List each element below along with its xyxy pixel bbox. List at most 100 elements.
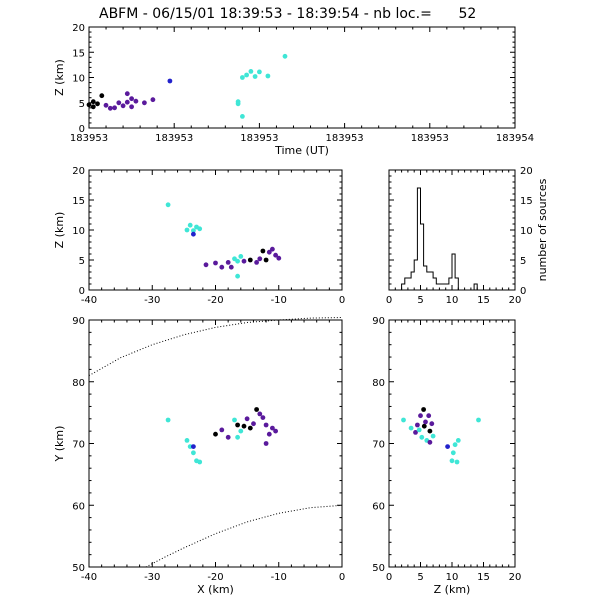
source-point <box>133 98 139 104</box>
panels-layer: 183953 183953 183953 183953 183953 183954 0 5 10… <box>53 23 549 596</box>
source-point <box>238 254 244 259</box>
source-point <box>112 105 117 111</box>
x-tick-label: 20 <box>509 572 522 583</box>
source-point <box>449 458 455 464</box>
source-point <box>260 415 266 420</box>
y-tick-label: 5 <box>79 99 85 110</box>
x-tick-label: 0 <box>339 295 345 306</box>
source-point <box>248 69 254 74</box>
x-tick-label: 15 <box>477 295 490 306</box>
source-point <box>184 438 190 443</box>
y-tick-label: 20 <box>520 166 533 177</box>
y-tick-label: 50 <box>372 563 385 574</box>
y-axis-label: Z (km) <box>53 212 66 249</box>
source-point <box>445 444 450 449</box>
source-point <box>419 434 425 440</box>
source-point <box>254 260 259 265</box>
y-tick-label: 60 <box>372 501 385 512</box>
lower-range-ring <box>145 504 343 568</box>
x-tick-label: 10 <box>446 295 459 306</box>
source-point <box>241 258 247 264</box>
y-tick-label: 90 <box>372 316 385 327</box>
source-point <box>90 104 96 110</box>
y-tick-label: 80 <box>372 378 385 389</box>
source-point <box>430 433 436 439</box>
y-tick-label: 50 <box>72 563 85 574</box>
source-point <box>191 228 196 234</box>
source-point <box>266 249 272 255</box>
x-tick-label: 183953 <box>155 133 193 144</box>
x-tick-label: -40 <box>81 572 97 583</box>
source-point <box>225 434 231 440</box>
source-point <box>124 99 130 105</box>
y-tick-label: 5 <box>520 256 526 267</box>
x-tick-label: 10 <box>446 572 459 583</box>
y-tick-label: 10 <box>72 226 85 237</box>
y-tick-label: 10 <box>72 74 85 85</box>
source-point <box>401 417 406 423</box>
source-point <box>197 226 203 232</box>
source-point <box>270 246 275 252</box>
x-tick-label: 5 <box>417 572 423 583</box>
panel-xy-plan: -40 -30 -20 -10 0 50 60 70 80 90 X (km) Y (km) <box>53 316 345 596</box>
source-point <box>429 421 435 427</box>
source-point <box>263 441 269 446</box>
y-tick-label: 90 <box>72 316 85 327</box>
x-tick-label: 183953 <box>411 133 449 144</box>
source-point <box>116 100 122 106</box>
source-point <box>450 450 456 456</box>
panel-xz-projection: -40 -30 -20 -10 0 0 5 10 15 20 Z (km) <box>53 166 345 306</box>
source-point <box>219 264 225 270</box>
panel-time-height: 183953 183953 183953 183953 183953 183954 0 5 10… <box>53 23 534 157</box>
source-point <box>165 202 171 208</box>
axes-frame <box>88 26 516 129</box>
source-point <box>476 417 481 423</box>
source-point <box>165 417 171 423</box>
source-point <box>427 439 433 445</box>
y-tick-label: 20 <box>72 166 85 177</box>
source-point <box>103 102 109 108</box>
source-point <box>219 427 225 433</box>
upper-range-ring <box>88 317 343 377</box>
source-point <box>263 257 269 263</box>
source-point <box>413 430 418 435</box>
y-tick-label: 80 <box>72 378 85 389</box>
source-point <box>120 103 126 109</box>
x-tick-label: 183954 <box>496 133 534 144</box>
source-point <box>228 264 234 270</box>
source-point <box>197 459 203 465</box>
source-point <box>124 91 130 97</box>
source-point <box>184 227 190 233</box>
x-tick-label: -10 <box>271 295 287 306</box>
y-tick-label: 70 <box>372 440 385 451</box>
source-point <box>263 422 269 428</box>
source-point <box>273 252 278 258</box>
figure-title: ABFM - 06/15/01 18:39:53 - 18:39:54 - nb… <box>99 6 476 22</box>
source-point <box>273 428 278 434</box>
source-point <box>150 97 156 103</box>
source-point <box>244 416 250 422</box>
source-point <box>235 101 241 107</box>
y-tick-label: 20 <box>72 23 85 34</box>
axes-frame <box>388 319 516 568</box>
x-tick-label: -30 <box>144 572 160 583</box>
source-point <box>86 102 92 108</box>
source-point <box>265 73 271 79</box>
y-tick-label: 60 <box>72 501 85 512</box>
source-point <box>252 74 258 79</box>
axes-frame <box>88 169 343 291</box>
source-point <box>416 427 422 433</box>
source-point <box>232 417 237 423</box>
y-tick-label: 15 <box>72 48 85 59</box>
source-point <box>257 256 263 262</box>
source-point <box>240 114 245 119</box>
source-point <box>270 425 275 431</box>
source-point <box>107 105 113 111</box>
x-tick-label: -40 <box>81 295 97 306</box>
source-point <box>235 273 241 279</box>
y-tick-label: 0 <box>520 286 526 297</box>
source-point <box>426 413 432 419</box>
y-tick-label: 0 <box>79 286 85 297</box>
source-point <box>257 411 263 417</box>
x-tick-label: 183953 <box>70 133 108 144</box>
